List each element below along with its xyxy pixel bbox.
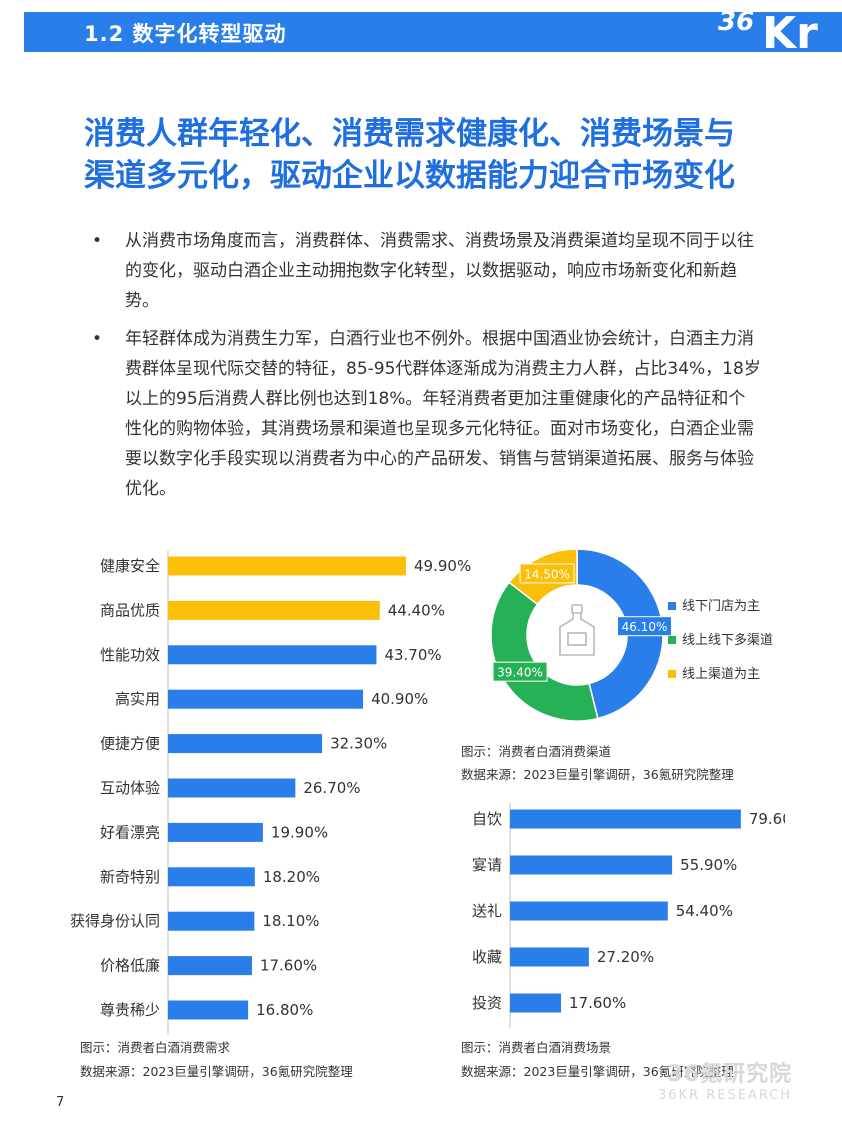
bar [168,911,255,931]
bullet-text: 年轻群体成为消费生力军，白酒行业也不例外。根据中国酒业协会统计，白酒主力消费群体… [125,329,761,499]
data-label: 79.60% [749,810,785,828]
category-label: 尊贵稀少 [100,1001,160,1019]
category-label: 收藏 [472,948,502,966]
legend-swatch [668,670,676,678]
channel-chart-caption: 图示：消费者白酒消费渠道 [461,744,612,759]
data-label: 17.60% [260,957,317,975]
channel-chart-source: 数据来源：2023巨量引擎调研，36氪研究院整理 [461,767,734,782]
category-label: 性能功效 [100,646,160,664]
data-label: 43.70% [384,646,441,664]
data-label: 40.90% [371,690,428,708]
headline: 消费人群年轻化、消费需求健康化、消费场景与 渠道多元化，驱动企业以数据能力迎合市… [84,113,774,197]
svg-text:36: 36 [718,7,754,37]
liquor-bottle-icon [559,604,595,656]
svg-text:Kr: Kr [762,8,818,52]
data-label: 32.30% [330,735,387,753]
bar [510,855,673,875]
category-label: 投资 [472,994,502,1012]
data-label: 18.10% [262,912,319,930]
bar [168,645,377,665]
headline-line-1: 消费人群年轻化、消费需求健康化、消费场景与 [84,116,735,152]
donut-slice [576,548,664,720]
bar [168,867,255,887]
legend-label: 线上线下多渠道 [682,632,773,648]
legend-label: 线下门店为主 [682,599,760,614]
bullet-item: • 年轻群体成为消费生力军，白酒行业也不例外。根据中国酒业协会统计，白酒主力消费… [92,324,762,504]
data-label: 18.20% [263,868,320,886]
watermark-line-2: 36KR RESEARCH [658,1088,793,1103]
data-label: 55.90% [680,856,737,874]
data-label: 16.80% [256,1001,313,1019]
category-label: 送礼 [472,902,502,920]
demand-chart-source: 数据来源：2023巨量引擎调研，36氪研究院整理 [80,1064,353,1079]
category-label: 宴请 [472,856,502,874]
scenario-chart-source: 数据来源：2023巨量引擎调研，36氪研究院整理 [461,1064,734,1079]
section-title: 1.2 数字化转型驱动 [84,22,287,46]
data-label: 49.90% [414,557,471,575]
bar [510,901,668,921]
page-number: 7 [56,1095,65,1110]
scenario-chart-caption: 图示：消费者白酒消费场景 [461,1040,612,1055]
slice-label-box [492,661,548,682]
category-label: 便捷方便 [100,735,160,753]
bar [168,956,252,976]
slice-label-box [616,616,672,637]
data-label: 27.20% [597,948,654,966]
bar [168,734,323,754]
legend-label: 线上渠道为主 [682,667,760,682]
category-label: 互动体验 [100,779,160,797]
legend-swatch [668,602,676,610]
bar [168,689,364,709]
bar [168,600,380,620]
bar [168,822,263,842]
category-label: 高实用 [115,690,160,708]
category-label: 价格低廉 [100,957,160,975]
headline-line-2: 渠道多元化，驱动企业以数据能力迎合市场变化 [84,158,735,194]
bar [168,778,296,798]
category-label: 自饮 [472,810,502,828]
legend-swatch [668,636,676,644]
bar [168,556,407,576]
category-label: 新奇特别 [100,868,160,886]
bullet-symbol: • [92,329,103,349]
data-label: 44.40% [388,601,445,619]
category-label: 健康安全 [100,557,160,575]
header-bar [24,12,842,52]
bullet-list: • 从消费市场角度而言，消费群体、消费需求、消费场景及消费渠道均呈现不同于以往的… [92,226,762,512]
category-label: 获得身份认同 [70,912,160,930]
data-label: 19.90% [271,823,328,841]
bar [510,947,589,967]
bullet-item: • 从消费市场角度而言，消费群体、消费需求、消费场景及消费渠道均呈现不同于以往的… [92,226,762,316]
category-label: 好看漂亮 [100,823,160,841]
data-label: 17.60% [569,994,626,1012]
slice-label: 46.10% [622,620,668,634]
consumer-scenario-bar-chart: 自饮 79.60% 宴请 55.90% 送礼 54.40% 收藏 27.20% 投资 17.60% [472,802,785,1029]
watermark-line-1: 36氪研究院 [667,1062,793,1087]
bar [168,1000,249,1020]
donut-slice [490,581,599,722]
slice-label-box [519,563,575,584]
category-label: 商品优质 [100,601,160,619]
slice-label: 14.50% [524,567,570,581]
data-label: 26.70% [303,779,360,797]
slice-label: 39.40% [497,666,543,680]
bullet-text: 从消费市场角度而言，消费群体、消费需求、消费场景及消费渠道均呈现不同于以往的变化… [125,231,754,311]
watermark: 36氪研究院 36KR RESEARCH [658,1056,792,1103]
consumer-demand-bar-chart: 健康安全 49.90% 商品优质 44.40% 性能功效 43.70% 高实用 40.90% 便… [70,550,471,1035]
data-label: 54.40% [676,902,733,920]
demand-chart-caption: 图示：消费者白酒消费需求 [80,1040,231,1055]
bullet-symbol: • [92,231,103,251]
bar [510,809,741,829]
36kr-logo: 36 Kr [718,7,818,52]
bar [510,993,562,1013]
